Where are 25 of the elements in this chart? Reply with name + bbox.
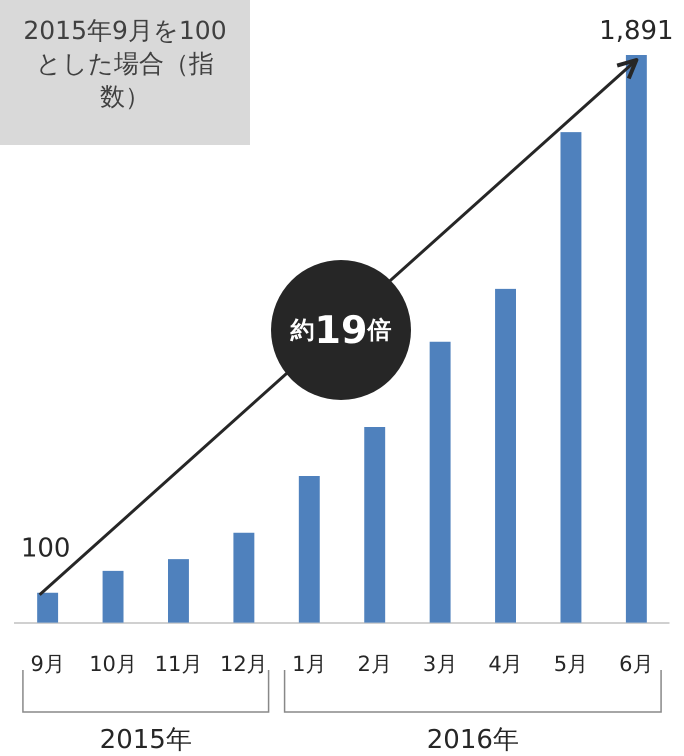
x-tick-label: 9月 [30,652,65,676]
bar [364,427,386,623]
x-tick-label: 2月 [358,652,392,676]
x-tick-label: 5月 [554,652,588,676]
x-tick-label: 3月 [422,652,458,676]
x-tick-label: 6月 [619,652,654,676]
bar [430,342,451,623]
data-label: 1,891 [599,16,674,46]
bar [168,559,189,623]
bar [233,532,254,623]
x-tick-label: 1月 [292,652,326,676]
text: 2016年 [426,724,520,756]
x-tick-label: 11月 [154,652,202,676]
chart-title: 2015年9月を100とした場合（指数） [0,0,250,145]
bar [560,132,582,623]
x-tick-label: 10月 [89,652,137,676]
annotation: 約19倍 [290,308,392,352]
x-tick-label: 4月 [488,652,523,676]
bar [102,570,124,623]
data-label: 100 [20,534,70,564]
bar [298,476,320,623]
bar [37,592,58,623]
text: 2015年 [98,724,193,756]
x-tick-label: 12月 [220,652,268,676]
bar [495,288,516,623]
